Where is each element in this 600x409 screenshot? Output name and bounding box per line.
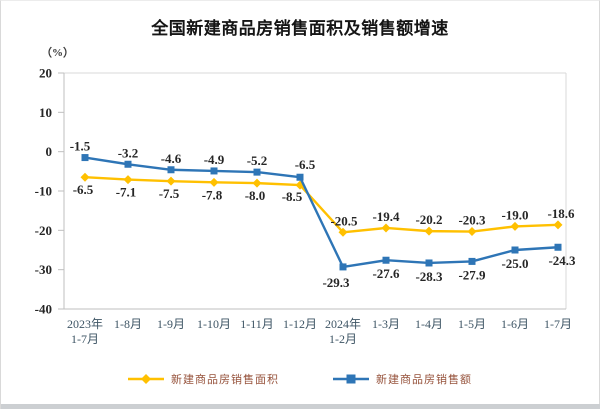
data-label: -1.5 <box>70 139 91 154</box>
data-point-marker <box>81 154 89 162</box>
legend-label-sales-amount: 新建商品房销售额 <box>376 374 472 386</box>
data-point-marker <box>123 175 133 185</box>
legend-item-sales-amount: 新建商品房销售额 <box>333 371 472 387</box>
data-label: -18.6 <box>547 206 575 221</box>
data-label: -24.3 <box>548 253 576 268</box>
data-point-marker <box>424 226 434 236</box>
data-label: -7.8 <box>202 187 223 202</box>
legend-line-diamond-icon <box>128 374 164 384</box>
data-point-marker <box>425 259 433 267</box>
data-label: -20.5 <box>330 213 358 228</box>
x-axis-label: 1-8月 <box>114 317 142 331</box>
y-tick-label: -40 <box>35 302 52 317</box>
data-label: -3.2 <box>118 145 139 160</box>
x-axis-label: 1-5月 <box>458 317 486 331</box>
chart-legend: 新建商品房销售面积 新建商品房销售额 <box>1 371 599 387</box>
data-point-marker <box>339 263 347 271</box>
legend-item-sales-area: 新建商品房销售面积 <box>128 371 279 387</box>
data-point-marker <box>252 178 262 188</box>
series-line-1 <box>84 156 559 269</box>
y-axis-unit-label: （%） <box>41 47 74 59</box>
data-label: -29.3 <box>322 275 350 290</box>
x-axis-label: 1-4月 <box>415 317 443 331</box>
data-label: -28.3 <box>415 269 443 284</box>
x-axis-label: 1-7月 <box>544 317 572 331</box>
data-label: -6.5 <box>295 157 316 172</box>
chart-plot-area: 20 10 0 -10 -20 -30 -40 2023年 1-7月 1-8月 1-9月 1-10月 1… <box>35 66 576 347</box>
y-tick-label: 20 <box>39 66 52 81</box>
data-point-marker <box>381 223 391 233</box>
x-axis-label: 1-6月 <box>501 317 529 331</box>
data-label: -20.2 <box>415 212 442 227</box>
x-axis-label: 1-10月 <box>197 317 231 331</box>
data-point-marker <box>210 167 218 175</box>
data-label: -7.1 <box>116 185 137 200</box>
data-label: -5.2 <box>247 153 268 168</box>
data-point-marker <box>553 220 563 230</box>
data-point-marker <box>209 177 219 187</box>
data-label: -25.0 <box>501 256 528 271</box>
x-axis-label: 1-12月 <box>283 317 317 331</box>
data-label: -27.6 <box>372 266 400 281</box>
chart-title: 全国新建商品房销售面积及销售额增速 <box>151 19 449 38</box>
data-point-marker <box>80 172 90 182</box>
data-point-marker <box>468 257 476 265</box>
x-axis-label: 2024年 1-2月 <box>325 317 361 346</box>
data-label: -19.0 <box>501 207 528 222</box>
page-bottom-strip <box>1 404 600 409</box>
data-label: -19.4 <box>372 209 400 224</box>
y-tick-label: -30 <box>35 262 52 277</box>
y-tick-label: 10 <box>39 105 52 120</box>
data-label: -8.5 <box>282 189 303 204</box>
series-line-0 <box>84 176 559 234</box>
data-point-marker <box>511 246 519 254</box>
y-tick-label: 0 <box>46 144 53 159</box>
data-point-marker <box>467 227 477 237</box>
data-label: -8.0 <box>245 188 266 203</box>
data-point-marker <box>167 166 175 174</box>
y-tick-label: -10 <box>35 184 52 199</box>
data-point-marker <box>166 176 176 186</box>
data-point-marker <box>382 256 390 264</box>
data-point-marker <box>554 243 562 251</box>
x-axis-label: 1-9月 <box>157 317 185 331</box>
data-point-marker <box>124 160 132 168</box>
data-label: -6.5 <box>73 182 94 197</box>
data-point-marker <box>510 221 520 231</box>
data-label: -4.6 <box>161 151 182 166</box>
data-point-marker <box>338 227 348 237</box>
data-point-marker <box>253 168 261 176</box>
legend-line-square-icon <box>333 374 369 384</box>
data-label: -4.9 <box>204 152 225 167</box>
data-label: -27.9 <box>458 267 486 282</box>
x-axis-label: 1-11月 <box>240 317 274 331</box>
x-axis-label: 2023年 1-7月 <box>67 317 103 346</box>
data-label: -20.3 <box>458 213 486 228</box>
x-axis-label: 1-3月 <box>372 317 400 331</box>
data-label: -7.5 <box>159 186 180 201</box>
data-point-marker <box>296 173 304 181</box>
legend-label-sales-area: 新建商品房销售面积 <box>171 374 279 386</box>
y-tick-label: -20 <box>35 223 52 238</box>
